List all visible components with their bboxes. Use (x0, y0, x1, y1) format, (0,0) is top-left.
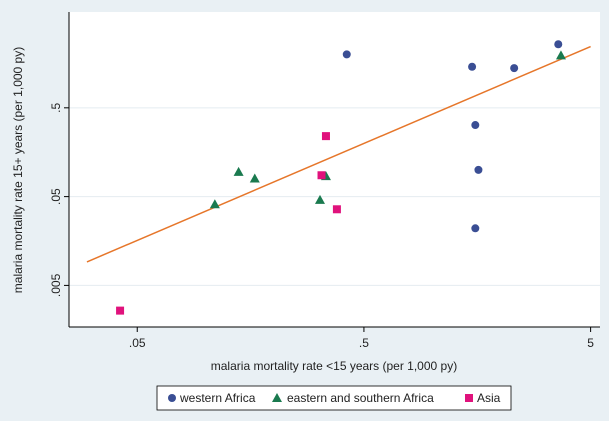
legend-label-eastern-southern-africa: eastern and southern Africa (287, 391, 434, 405)
point-asia (116, 306, 125, 315)
legend-marker-western-africa (168, 394, 176, 402)
y-tick-label: .5 (49, 102, 63, 112)
point-western-africa (554, 40, 563, 49)
legend-marker-eastern-southern-africa (272, 393, 282, 402)
point-western-africa (342, 50, 351, 59)
x-axis-title: malaria mortality rate <15 years (per 1,… (211, 359, 457, 373)
y-axis-title: malaria mortality rate 15+ years (per 1,… (11, 47, 25, 293)
point-eastern-and-southern-africa (233, 166, 244, 176)
y-tick-label: .05 (49, 188, 63, 205)
fit-line-layer (86, 45, 591, 263)
x-ticks: .05 .5 5 (129, 327, 594, 350)
y-ticks: .005 .05 .5 (49, 102, 69, 297)
point-asia (332, 205, 341, 214)
point-western-africa (510, 64, 519, 73)
legend-marker-asia (465, 394, 473, 402)
plot-area (69, 12, 600, 327)
legend: western Africa eastern and southern Afri… (156, 385, 512, 411)
grid-lines (69, 107, 600, 286)
point-eastern-and-southern-africa (209, 199, 220, 209)
point-western-africa (468, 62, 477, 71)
fit-line (86, 45, 591, 263)
legend-box (156, 385, 512, 411)
point-eastern-and-southern-africa (555, 50, 566, 60)
data-points (116, 40, 566, 315)
point-eastern-and-southern-africa (249, 173, 260, 183)
point-asia (321, 132, 330, 141)
point-eastern-and-southern-africa (314, 194, 325, 204)
x-tick-label: .05 (129, 336, 146, 350)
legend-label-asia: Asia (477, 391, 501, 405)
point-western-africa (474, 165, 483, 174)
x-tick-label: .5 (359, 336, 369, 350)
legend-label-western-africa: western Africa (179, 391, 256, 405)
point-western-africa (471, 121, 480, 130)
y-tick-label: .005 (49, 273, 63, 297)
point-asia (317, 171, 326, 180)
x-tick-label: 5 (587, 336, 594, 350)
point-western-africa (471, 224, 480, 233)
axes (68, 12, 600, 328)
